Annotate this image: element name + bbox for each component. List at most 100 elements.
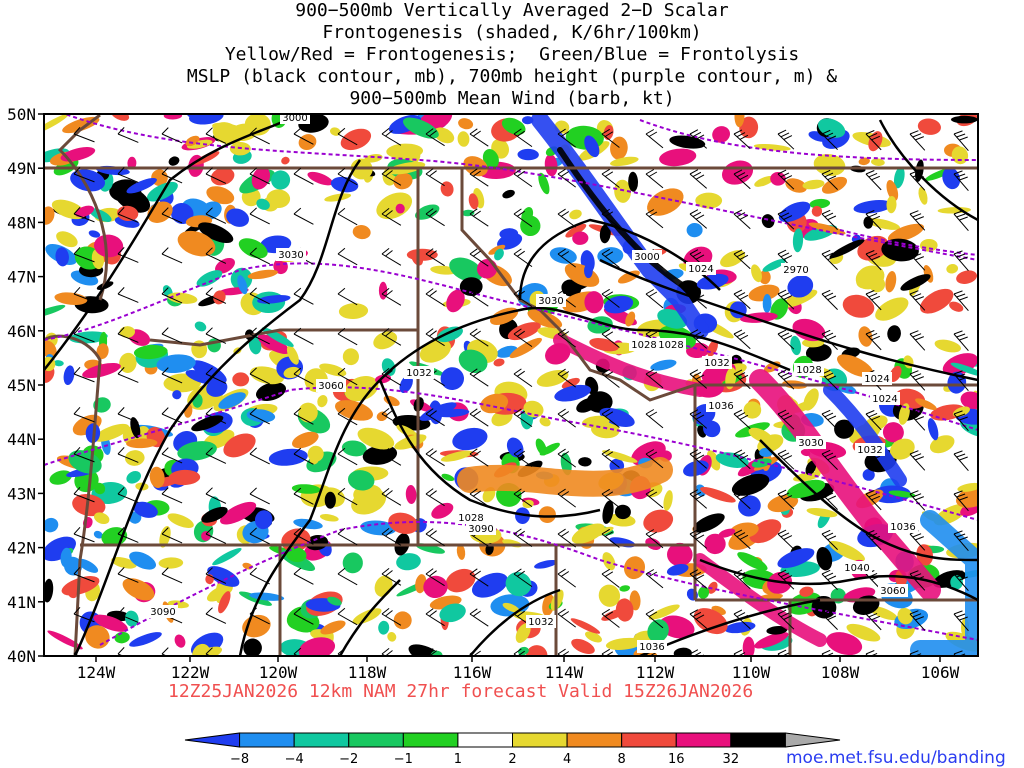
wind-barb [117, 247, 139, 263]
wind-barb [249, 567, 270, 585]
shade-blob [915, 398, 937, 410]
shade-blob [254, 510, 273, 530]
height-label: 2970 [781, 263, 811, 276]
wind-barb [513, 528, 533, 548]
shade-blob [341, 440, 367, 457]
wind-barb [117, 287, 139, 303]
wind-barb [601, 168, 620, 188]
shade-blob [762, 294, 772, 313]
shade-blob [754, 175, 775, 187]
shade-blob [742, 636, 755, 656]
svg-text:3030: 3030 [798, 438, 823, 449]
height-label: 3090 [148, 605, 178, 618]
wind-barb [249, 367, 270, 385]
shade-blob [663, 490, 673, 511]
colorbar-segment [184, 732, 241, 748]
shade-blob [889, 438, 915, 460]
shade-blob [291, 484, 321, 494]
wind-barb [513, 368, 533, 388]
shade-blob [44, 206, 55, 225]
title-line-2: Frontogenesis (shaded, K/6hr/100km) [322, 22, 702, 43]
wind-barb [865, 490, 882, 511]
wind-barb [821, 609, 838, 630]
wind-barb [205, 527, 227, 544]
shade-blob [919, 288, 954, 314]
wind-barb [909, 410, 926, 431]
wind-barb [865, 610, 882, 631]
shade-blob [220, 501, 257, 525]
shade-blob [206, 186, 235, 205]
shade-blob [206, 379, 228, 397]
wind-barb [469, 608, 489, 627]
svg-text:3000: 3000 [282, 113, 307, 124]
wind-barb [117, 487, 139, 503]
wind-barb [821, 649, 836, 656]
height-label: 3030 [276, 248, 306, 261]
wind-barb [513, 448, 533, 468]
wind-barb [469, 568, 489, 587]
wind-barb [645, 369, 664, 389]
colorbar-label: −2 [339, 752, 358, 767]
shade-blob [408, 644, 443, 656]
shade-blob [785, 178, 807, 193]
shade-blob [223, 433, 256, 458]
wind-barb [425, 448, 445, 467]
wind-barb [117, 527, 139, 543]
shade-blob [93, 423, 130, 442]
shade-blob [578, 457, 592, 467]
wind-barb [557, 488, 576, 508]
shade-blob [666, 564, 689, 576]
height-contour [99, 520, 978, 646]
shade-blob [565, 223, 587, 238]
wind-barb [337, 487, 358, 506]
wind-barb [601, 608, 620, 628]
wind-barb [161, 447, 183, 464]
wind-barb [425, 528, 445, 547]
shade-blob [55, 247, 69, 267]
colorbar-label: 2 [508, 752, 516, 767]
shade-blob [610, 136, 628, 160]
wind-barb [337, 287, 358, 306]
wind-barb [425, 168, 445, 187]
shade-blob [433, 127, 455, 144]
wind-barb [733, 369, 751, 390]
shade-blob [886, 196, 897, 214]
shade-blob [271, 170, 291, 190]
source-url[interactable]: moe.met.fsu.edu/banding [786, 748, 1006, 768]
title-line-4: MSLP (black contour, mb), 700mb height (… [186, 66, 838, 87]
mslp-label: 1028 [656, 338, 686, 351]
wind-barb [337, 247, 358, 266]
shade-blob [93, 530, 103, 539]
shade-blob [307, 171, 333, 186]
wind-barb [953, 170, 969, 192]
shade-blob [805, 343, 832, 362]
shade-blob [667, 542, 693, 567]
lon-tick-label: 124W [77, 663, 116, 682]
wind-barb [117, 607, 139, 623]
wind-barb [337, 567, 358, 586]
wind-barb [689, 289, 708, 309]
wind-barb [953, 530, 969, 552]
colorbar-segment [675, 732, 732, 748]
shade-blob [885, 271, 897, 293]
lat-tick-label: 49N [7, 159, 36, 178]
shade-blob [207, 566, 240, 587]
shade-blob [402, 117, 439, 139]
shade-blob [94, 234, 124, 258]
shade-blob [751, 264, 762, 283]
lat-tick-label: 50N [7, 105, 36, 124]
shade-blob [82, 362, 121, 379]
wind-barb [381, 448, 402, 466]
shade-blob [458, 118, 474, 130]
wind-barb [469, 208, 489, 227]
wind-barb [689, 569, 708, 589]
svg-text:1032: 1032 [857, 445, 882, 456]
shade-blob [364, 154, 383, 163]
shade-blob [956, 270, 978, 284]
shade-blob [605, 637, 643, 650]
wind-barb [733, 289, 751, 310]
shade-blob [584, 263, 593, 279]
wind-barb [865, 130, 882, 151]
shade-blob [950, 575, 963, 590]
shade-blob [257, 334, 290, 355]
